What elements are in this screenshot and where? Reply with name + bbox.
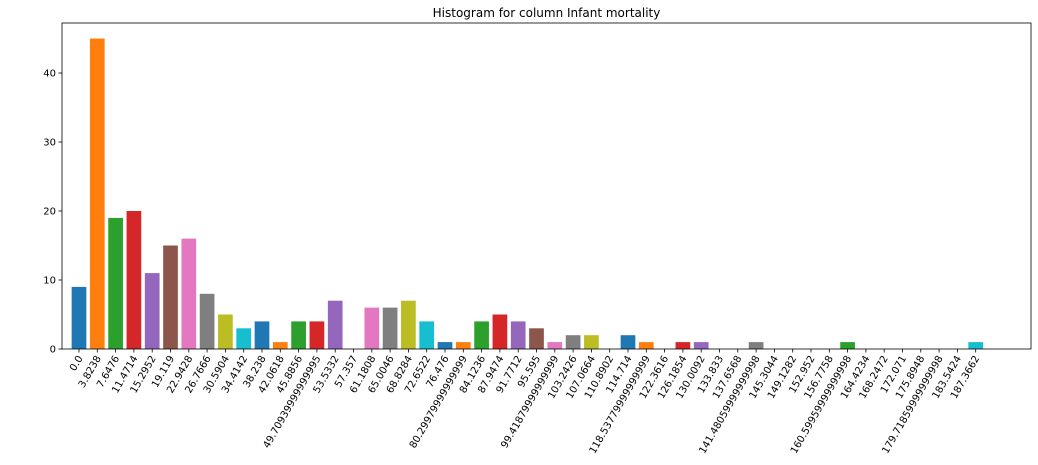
bar	[108, 217, 123, 349]
bar	[272, 342, 288, 349]
y-tick-label: 40	[43, 69, 56, 80]
bar	[382, 307, 398, 349]
y-tick-label: 10	[43, 276, 56, 287]
bar	[675, 342, 691, 349]
bar	[126, 211, 142, 349]
bar	[840, 342, 855, 349]
bar	[638, 342, 654, 349]
bar	[584, 335, 599, 349]
bar	[419, 321, 435, 349]
x-tick-label: 0.0	[68, 354, 85, 373]
bar	[620, 335, 636, 349]
bar	[693, 342, 709, 349]
bar	[364, 307, 380, 349]
bar	[529, 328, 544, 349]
bar	[254, 321, 270, 349]
bar	[236, 328, 252, 349]
bar	[163, 245, 178, 349]
bar	[71, 286, 87, 349]
bar	[89, 38, 105, 350]
bar	[181, 238, 197, 349]
bar	[492, 314, 508, 349]
bar	[748, 342, 764, 349]
bar	[327, 300, 343, 349]
bar	[199, 293, 215, 349]
y-tick-label: 20	[43, 207, 56, 218]
bar	[291, 321, 306, 349]
bar	[218, 314, 233, 349]
bar	[510, 321, 526, 349]
bar	[455, 342, 471, 349]
bar	[474, 321, 489, 349]
plot-frame	[61, 22, 1032, 350]
bar	[565, 335, 581, 349]
y-tick-label: 0	[50, 345, 56, 356]
y-tick-label: 30	[43, 138, 56, 149]
chart-title: Histogram for column Infant mortality	[433, 6, 661, 20]
bars-group	[71, 38, 984, 350]
bar	[309, 321, 325, 349]
bar	[144, 273, 160, 349]
bar	[437, 342, 453, 349]
bar	[968, 342, 984, 349]
y-axis: 0 10 20 30 40	[43, 69, 62, 356]
x-axis: 0.03.82387.647611.471415.295219.11922.94…	[68, 349, 982, 456]
bar	[547, 342, 563, 349]
bar	[401, 300, 416, 349]
